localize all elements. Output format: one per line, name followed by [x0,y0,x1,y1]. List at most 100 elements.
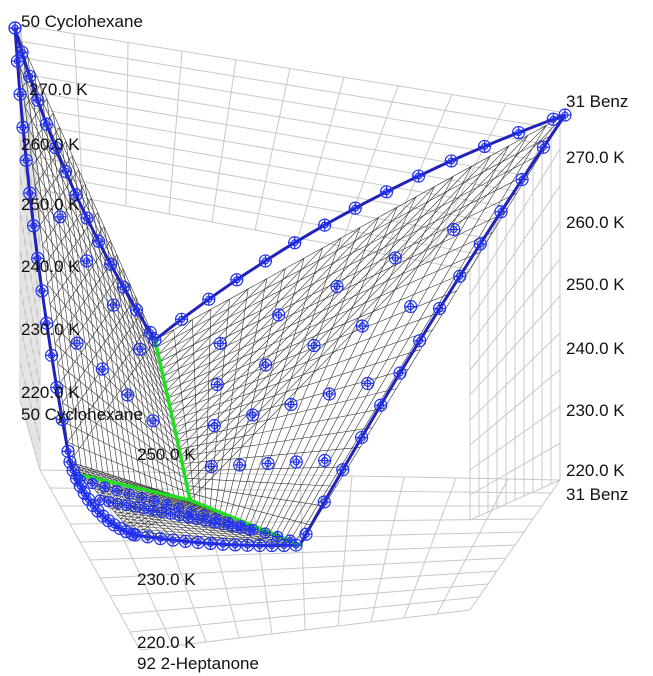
corner-point-marker [112,497,124,510]
floor-grid-line [370,476,405,623]
benz-sheet-diag [175,206,398,435]
benz-sheet-diag [189,114,566,501]
corner-point-marker [99,481,111,493]
eutectic-valleys [78,338,302,547]
tick-right-250: 250.0 K [566,275,625,294]
benz-sheet-line [180,427,373,457]
edge-point-marker [288,236,302,250]
benz-sheet-line [186,485,325,507]
benz-sheet-line [178,407,385,450]
component-label-cyclohexane-base: 50 Cyclohexane [21,405,143,424]
floor-grid-line [469,479,561,611]
edge-point-marker [432,301,447,316]
benz-sheet-diag [186,135,528,486]
edge-fold-benz [154,113,566,342]
surface-point-marker [53,210,67,224]
cyclohexane-sheet-line [141,311,180,497]
corner-point-marker [191,513,203,526]
edge-point-marker [258,254,272,268]
corner-point-marker [147,504,159,517]
cyclohexane-sheet-diag [39,169,79,226]
edge-point-marker [19,153,33,167]
benz-sheet-line [177,388,397,443]
surface-point-marker [213,336,227,351]
benz-sheet-line [259,196,417,529]
surface-point-marker [146,414,160,428]
benz-sheet-diag [164,278,268,384]
edge-point-marker [26,219,41,233]
benz-sheet-diag [173,217,379,428]
corner-point-marker [235,522,247,534]
edge-point-marker [61,444,75,458]
edge-point-marker [216,537,230,551]
corner-point-marker [259,527,271,539]
tick-right-220: 220.0 K [566,461,625,480]
surface-point-marker [318,453,332,468]
corner-point-marker [74,474,86,486]
edge-benz-bottom [298,114,567,546]
cyclohexane-sheet-diag [34,141,67,186]
left-wall-grid-line [19,212,41,331]
corner-point-marker [94,494,106,506]
cyclohexane-sheet-diag [57,268,124,364]
edge-point-marker [39,117,54,131]
edge-point-marker [444,154,458,168]
corner-point-marker [123,488,136,500]
cyclohexane-sheet-diag [32,127,60,167]
benz-sheet-diag [161,298,230,370]
corner-point-marker [111,484,123,497]
corner-point-marker [129,501,141,513]
floor-grid-line [403,477,457,619]
surface-point-marker [388,251,402,265]
edge-point-marker [116,280,130,294]
tick-front-250: 250.0 K [137,445,196,464]
right-wall-grid-line [469,332,561,421]
corner-point-marker [103,496,115,508]
surface-point-marker [261,456,275,471]
edge-point-marker [80,211,94,225]
benz-sheet-line [269,176,454,533]
left-wall-grid-line [19,399,41,471]
benz-sheet-line [172,329,433,421]
benz-sheet-line [294,125,547,544]
benz-sheet-diag [185,145,510,479]
benz-sheet-diag [178,186,435,450]
edge-point-marker [129,303,144,317]
eutectic-valley-left [153,338,192,502]
benz-sheet-diag [157,319,193,355]
surface-point-marker [330,279,344,294]
heptanone-sheet-line [126,524,286,540]
cyclohexane-sheet-diag [49,226,105,305]
edge-point-marker [16,120,30,134]
corner-point-marker [209,517,221,529]
tick-right-260: 260.0 K [566,213,625,232]
edge-point-marker [91,504,105,518]
surface-point-marker [322,387,336,401]
corner-point-marker [182,512,194,524]
edge-point-marker [299,527,313,541]
surface-point-marker [447,222,461,237]
binary-edge-curves [13,27,567,548]
corner-point-marker [136,492,148,504]
edge-point-marker [393,366,407,380]
heptanone-sheet-diag [78,466,87,473]
right-wall-grid-line [469,369,561,446]
liquidus-surface-mesh [14,27,566,546]
benz-sheet-diag [159,309,212,363]
floor-grid-line [337,475,353,627]
cyclohexane-sheet-diag [24,84,41,108]
component-label-benz-base: 31 Benz [566,485,628,504]
cyclohexane-sheet-diag [52,240,111,325]
cyclohexane-sheet-line [49,303,178,443]
tick-front-230: 230.0 K [137,570,196,589]
edge-point-marker [253,538,267,553]
benz-sheet-line [188,492,313,526]
benz-sheet-line [289,135,528,542]
cyclohexane-sheet-diag [42,183,86,246]
tick-left-220: 220.0 K [21,383,80,402]
surface-point-marker [361,376,375,391]
benz-sheet-line [249,217,379,525]
edge-point-marker [558,108,572,122]
floor-grid-line [119,583,489,615]
edge-point-marker [166,533,180,547]
